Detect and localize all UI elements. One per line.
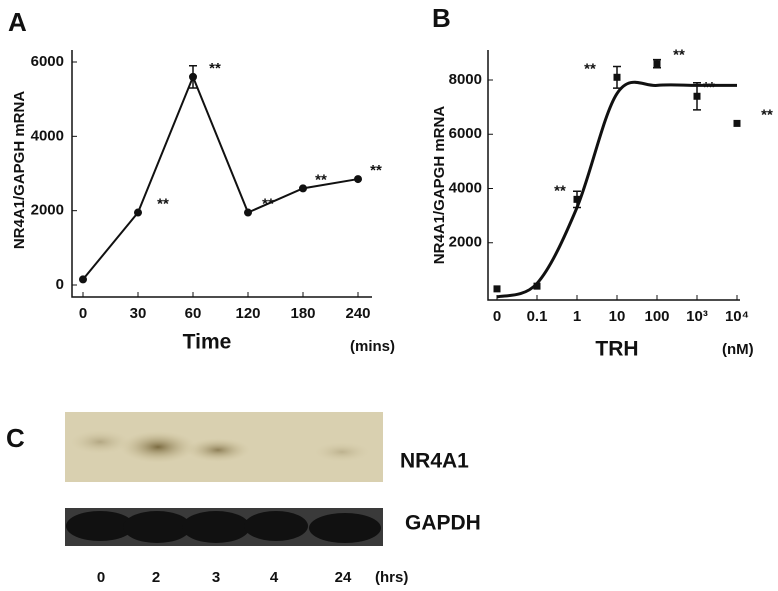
significance: **: [584, 60, 596, 77]
lane-label: 2: [152, 569, 160, 586]
x-tick-label: 10: [609, 308, 626, 325]
x-tick-label: 10⁴: [725, 308, 749, 325]
point: [573, 195, 581, 203]
band-label: NR4A1: [400, 450, 469, 473]
lane-label: 4: [270, 569, 279, 586]
significance: **: [370, 162, 382, 179]
point: [244, 208, 252, 217]
point: [79, 275, 87, 284]
x-tick-label: 0: [493, 308, 501, 325]
x-tick-label: 240: [345, 305, 370, 322]
x-axis-unit: (nM): [722, 341, 754, 358]
y-axis-title: NR4A1/GAPGH mRNA: [431, 106, 448, 265]
x-tick-label: 120: [235, 305, 260, 322]
axes: [487, 50, 740, 301]
lane-label: 24: [335, 569, 352, 586]
point: [189, 72, 197, 81]
y-tick-label: 8000: [449, 71, 482, 88]
x-tick-label: 0.1: [527, 308, 548, 325]
y-tick-label: 6000: [449, 125, 482, 142]
significance: **: [703, 79, 715, 96]
lane-unit: (hrs): [375, 569, 408, 586]
x-tick-label: 10³: [686, 308, 708, 325]
x-tick-label: 100: [644, 308, 669, 325]
point: [299, 184, 307, 193]
x-tick-label: 30: [130, 305, 147, 322]
x-tick-label: 1: [573, 308, 581, 325]
point: [354, 175, 362, 184]
point: [533, 282, 541, 290]
band: [70, 430, 130, 454]
y-tick-label: 6000: [31, 53, 64, 70]
x-tick-label: 180: [290, 305, 315, 322]
band: [314, 442, 370, 462]
panel-label: A: [8, 7, 27, 37]
lane-label: 0: [97, 569, 105, 586]
panel-label: C: [6, 423, 25, 453]
point: [134, 208, 142, 217]
x-tick-label: 0: [79, 305, 87, 322]
line: [82, 74, 359, 281]
point: [693, 92, 701, 100]
axes: [71, 50, 372, 298]
x-tick-label: 60: [185, 305, 202, 322]
band: [186, 438, 250, 462]
y-tick-label: 4000: [449, 179, 482, 196]
lane-label: 3: [212, 569, 220, 586]
significance: **: [554, 182, 566, 199]
significance: **: [673, 47, 685, 64]
significance: **: [761, 106, 773, 123]
band-label: GAPDH: [405, 512, 481, 535]
x-axis-title: Time: [183, 331, 232, 354]
y-tick-label: 0: [56, 276, 64, 293]
y-tick-label: 2000: [31, 202, 64, 219]
point: [613, 73, 621, 81]
panel-label: B: [432, 3, 451, 33]
point: [493, 285, 501, 293]
significance: **: [157, 195, 169, 212]
y-axis-title: NR4A1/GAPGH mRNA: [11, 91, 28, 250]
point: [733, 119, 741, 127]
x-axis-title: TRH: [595, 338, 638, 361]
y-tick-label: 4000: [31, 127, 64, 144]
significance: **: [315, 171, 327, 188]
significance: **: [262, 195, 274, 212]
band: [120, 431, 196, 463]
point: [653, 60, 661, 68]
gapdh-bands: [66, 511, 381, 543]
fit-curve: [496, 80, 737, 299]
y-tick-label: 2000: [449, 234, 482, 251]
x-axis-unit: (mins): [350, 338, 395, 355]
significance: **: [209, 60, 221, 77]
